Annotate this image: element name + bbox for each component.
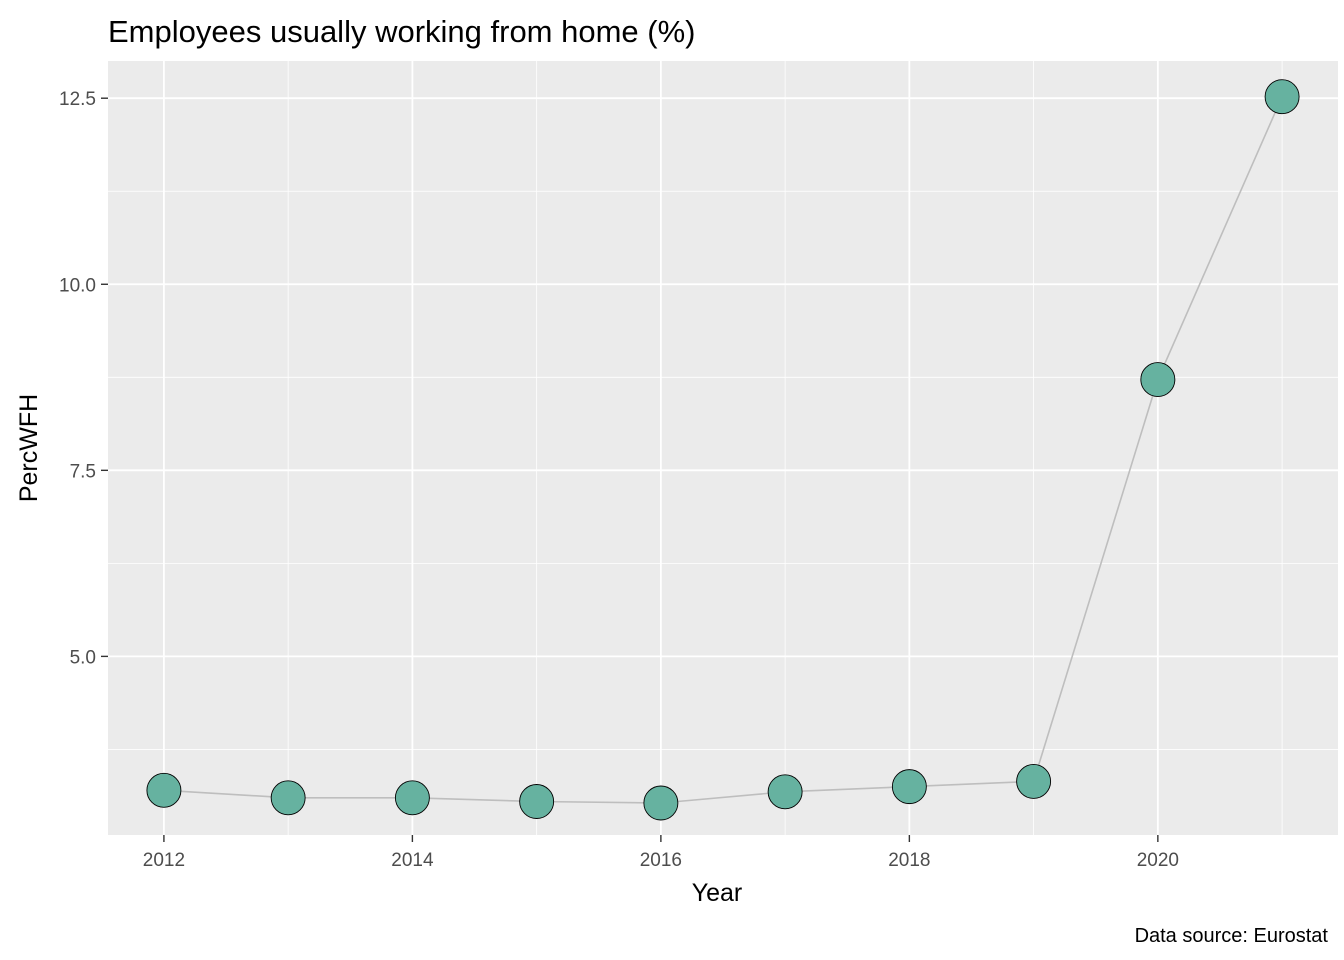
plot-panel xyxy=(108,61,1338,835)
axis-ticks xyxy=(101,97,1159,842)
data-point xyxy=(519,784,555,819)
y-tick-label: 5.0 xyxy=(70,647,96,668)
data-point xyxy=(643,785,679,821)
caption: Data source: Eurostat xyxy=(1135,925,1329,947)
x-axis-title: Year xyxy=(692,879,743,907)
x-tick-label: 2014 xyxy=(391,850,434,871)
data-point xyxy=(1016,763,1052,799)
x-tick-label: 2012 xyxy=(143,850,185,871)
y-axis-title: PercWFH xyxy=(15,394,43,502)
data-point xyxy=(767,774,803,810)
chart-title: Employees usually working from home (%) xyxy=(108,14,696,49)
y-tick-label: 7.5 xyxy=(70,461,96,482)
grid-minor xyxy=(108,61,1338,835)
data-point xyxy=(146,772,182,808)
data-point xyxy=(891,769,927,805)
x-tick-label: 2016 xyxy=(640,850,682,871)
data-point xyxy=(1140,362,1176,397)
data-points xyxy=(146,79,1300,821)
data-point xyxy=(270,780,306,816)
data-point xyxy=(394,780,430,816)
y-tick-label: 12.5 xyxy=(59,89,96,110)
x-tick-label: 2020 xyxy=(1137,850,1179,871)
y-tick-label: 10.0 xyxy=(59,275,96,296)
data-point xyxy=(1264,79,1300,115)
series-line xyxy=(163,96,1283,804)
x-tick-label: 2018 xyxy=(888,850,930,871)
axis-tick-labels: 2012 2014 2016 2018 2020 5.0 7.5 10.0 12.5 xyxy=(59,89,1179,871)
grid-major xyxy=(108,61,1338,835)
